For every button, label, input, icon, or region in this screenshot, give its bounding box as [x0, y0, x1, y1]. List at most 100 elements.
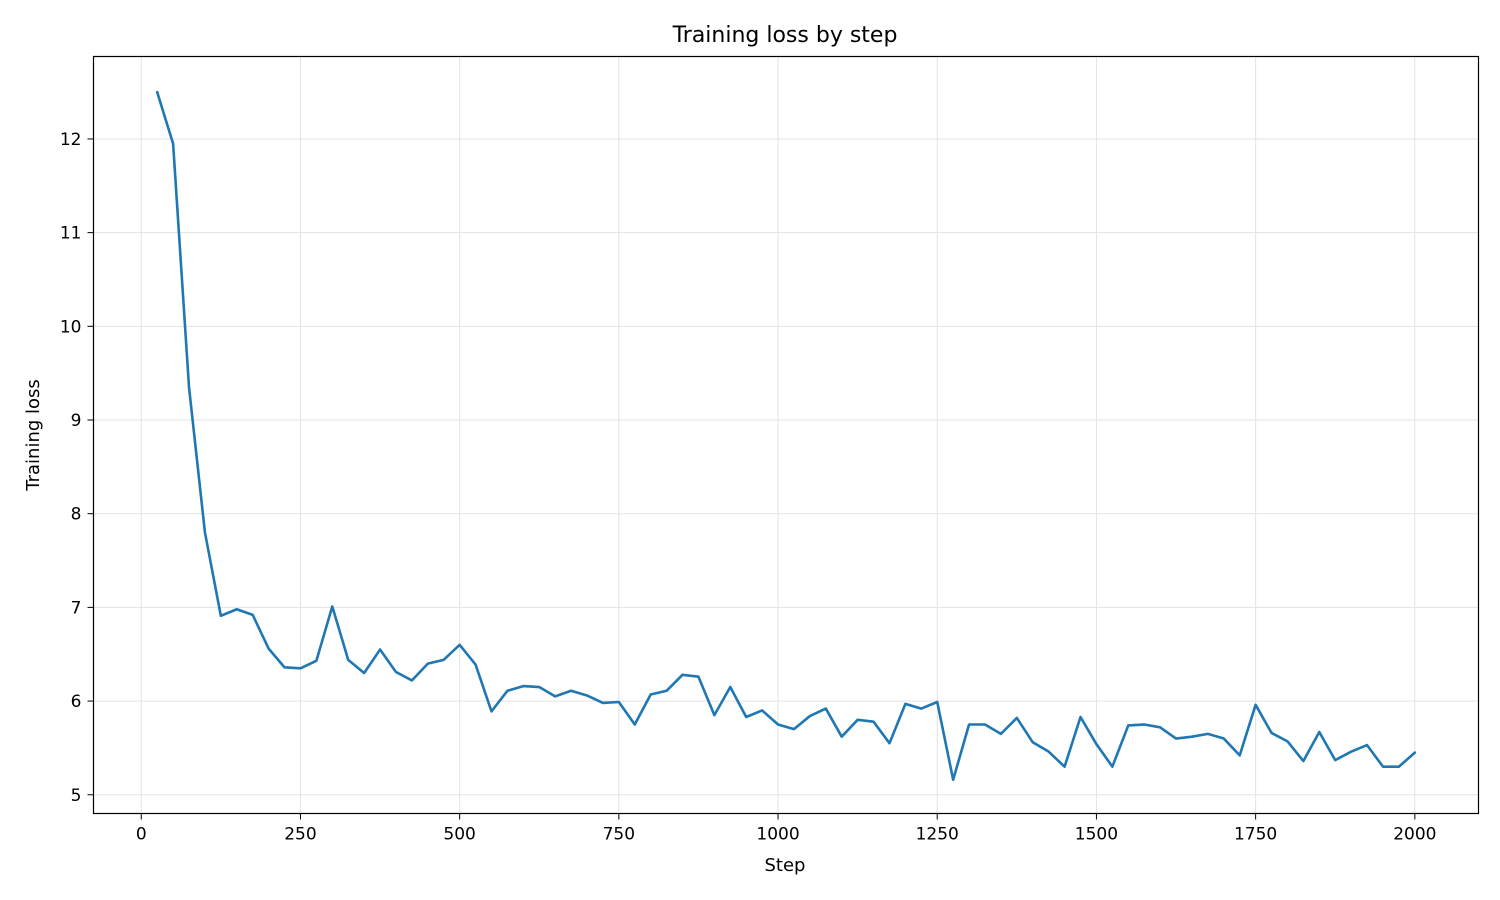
- y-tick-label: 7: [71, 598, 82, 618]
- data-point: [1299, 757, 1307, 765]
- data-point: [344, 656, 352, 664]
- y-axis: 5 6 7 8 9 10 11 12: [60, 130, 94, 806]
- data-point: [1363, 741, 1371, 749]
- x-tick-label: 500: [443, 825, 475, 845]
- data-point: [487, 707, 495, 715]
- data-point: [758, 706, 766, 714]
- y-tick-label: 10: [60, 317, 82, 337]
- data-point: [1108, 763, 1116, 771]
- data-point: [503, 687, 511, 695]
- chart-title: Training loss by step: [672, 23, 898, 48]
- data-point: [870, 718, 878, 726]
- data-point: [1283, 737, 1291, 745]
- data-point: [1411, 749, 1419, 757]
- data-point: [885, 739, 893, 747]
- data-point: [647, 691, 655, 699]
- data-point: [1204, 730, 1212, 738]
- data-point: [424, 660, 432, 668]
- data-point: [312, 657, 320, 665]
- data-point: [185, 383, 193, 391]
- plot-frame: [92, 55, 1480, 815]
- y-tick-label: 12: [60, 130, 82, 150]
- data-point: [1156, 723, 1164, 731]
- data-point: [1013, 714, 1021, 722]
- data-point: [1045, 748, 1053, 756]
- data-point: [774, 721, 782, 729]
- data-point: [854, 716, 862, 724]
- y-tick-label: 8: [71, 505, 82, 525]
- grid-layer: [93, 56, 1479, 814]
- data-point: [838, 733, 846, 741]
- data-point: [679, 671, 687, 679]
- data-point: [567, 687, 575, 695]
- x-tick-label: 750: [603, 825, 635, 845]
- x-tick-label: 2000: [1393, 825, 1436, 845]
- data-point: [1124, 721, 1132, 729]
- data-point: [1379, 763, 1387, 771]
- data-point: [1395, 763, 1403, 771]
- data-point: [551, 692, 559, 700]
- x-tick-label: 0: [136, 825, 147, 845]
- series-line-0: [155, 90, 1417, 782]
- y-axis-label: Training loss: [23, 379, 44, 492]
- x-tick-label: 1750: [1234, 825, 1277, 845]
- data-point: [965, 721, 973, 729]
- data-point: [615, 698, 623, 706]
- data-point: [1268, 729, 1276, 737]
- data-point: [981, 721, 989, 729]
- data-point: [408, 676, 416, 684]
- y-tick-label: 6: [71, 692, 82, 712]
- data-point: [392, 668, 400, 676]
- x-tick-label: 1500: [1075, 825, 1118, 845]
- data-point: [201, 528, 209, 536]
- data-point: [1315, 728, 1323, 736]
- data-point: [663, 687, 671, 695]
- data-point: [917, 705, 925, 713]
- data-point: [1252, 701, 1260, 709]
- data-point: [710, 711, 718, 719]
- data-point: [599, 699, 607, 707]
- data-point: [153, 88, 161, 96]
- data-point: [949, 776, 957, 784]
- x-tick-label: 1000: [756, 825, 799, 845]
- data-point: [997, 730, 1005, 738]
- data-point: [631, 721, 639, 729]
- data-point: [296, 664, 304, 672]
- data-point: [440, 656, 448, 664]
- data-point: [360, 669, 368, 677]
- data-point: [933, 698, 941, 706]
- data-point: [1061, 763, 1069, 771]
- data-point: [217, 612, 225, 620]
- x-tick-label: 1250: [916, 825, 959, 845]
- data-point: [1140, 721, 1148, 729]
- data-point: [742, 713, 750, 721]
- data-point: [328, 602, 336, 610]
- data-point: [1347, 748, 1355, 756]
- data-point: [1236, 751, 1244, 759]
- data-point: [1092, 740, 1100, 748]
- data-point: [1172, 735, 1180, 743]
- data-point: [822, 705, 830, 713]
- data-point: [1077, 713, 1085, 721]
- data-point: [376, 646, 384, 654]
- series-layer: [153, 88, 1419, 784]
- y-tick-label: 9: [71, 411, 82, 431]
- y-tick-label: 5: [71, 786, 82, 806]
- data-point: [519, 682, 527, 690]
- data-point: [726, 683, 734, 691]
- data-point: [1029, 738, 1037, 746]
- data-point: [169, 140, 177, 148]
- data-point: [901, 700, 909, 708]
- y-tick-label: 11: [60, 224, 82, 244]
- data-point: [472, 661, 480, 669]
- x-axis: 0 250 500 750 1000 1250 1500 1750 2000: [136, 813, 1436, 845]
- data-point: [456, 641, 464, 649]
- data-point: [790, 725, 798, 733]
- data-point: [583, 691, 591, 699]
- data-point: [535, 683, 543, 691]
- x-axis-label: Step: [765, 855, 806, 876]
- data-point: [806, 712, 814, 720]
- data-point: [249, 611, 257, 619]
